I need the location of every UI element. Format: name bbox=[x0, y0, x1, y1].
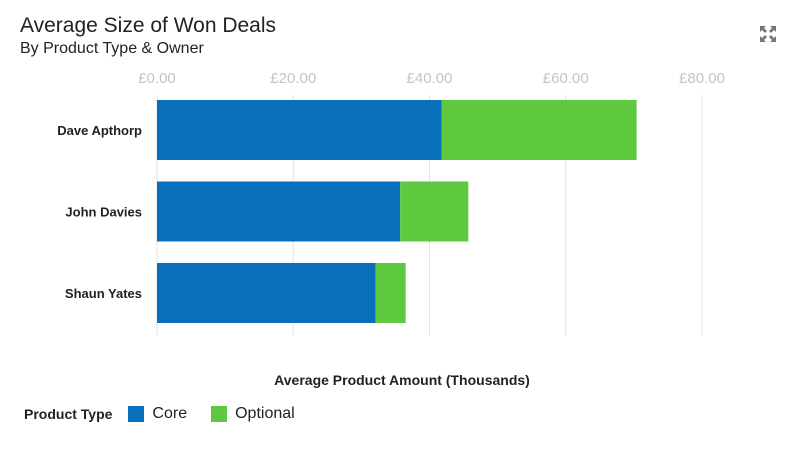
legend-item-optional[interactable]: Optional bbox=[211, 405, 295, 423]
y-tick-label: Dave Apthorp bbox=[57, 123, 142, 138]
legend-title: Product Type bbox=[24, 406, 113, 422]
bar-optional[interactable] bbox=[375, 263, 406, 323]
legend: Product Type Core Optional bbox=[24, 405, 319, 423]
expand-icon[interactable] bbox=[759, 25, 777, 43]
legend-label-core: Core bbox=[152, 405, 188, 422]
x-tick-label: £60.00 bbox=[543, 70, 589, 87]
bar-core[interactable] bbox=[157, 181, 401, 242]
bar-core[interactable] bbox=[157, 100, 442, 160]
x-tick-label: £40.00 bbox=[407, 70, 453, 87]
chart-subtitle: By Product Type & Owner bbox=[20, 40, 204, 57]
legend-item-core[interactable]: Core bbox=[128, 405, 187, 423]
bar-core[interactable] bbox=[157, 263, 376, 323]
chart-title: Average Size of Won Deals bbox=[20, 14, 277, 37]
legend-swatch-core bbox=[128, 406, 145, 422]
x-tick-label: £80.00 bbox=[679, 70, 725, 87]
x-tick-label: £0.00 bbox=[138, 70, 176, 87]
y-tick-label: John Davies bbox=[65, 205, 142, 220]
x-axis-label: Average Product Amount (Thousands) bbox=[274, 372, 530, 388]
y-tick-label: Shaun Yates bbox=[65, 286, 142, 301]
legend-label-optional: Optional bbox=[235, 405, 295, 422]
bar-optional[interactable] bbox=[400, 181, 469, 242]
legend-swatch-optional bbox=[211, 406, 228, 422]
bar-optional[interactable] bbox=[441, 100, 637, 160]
x-tick-label: £20.00 bbox=[270, 70, 316, 87]
